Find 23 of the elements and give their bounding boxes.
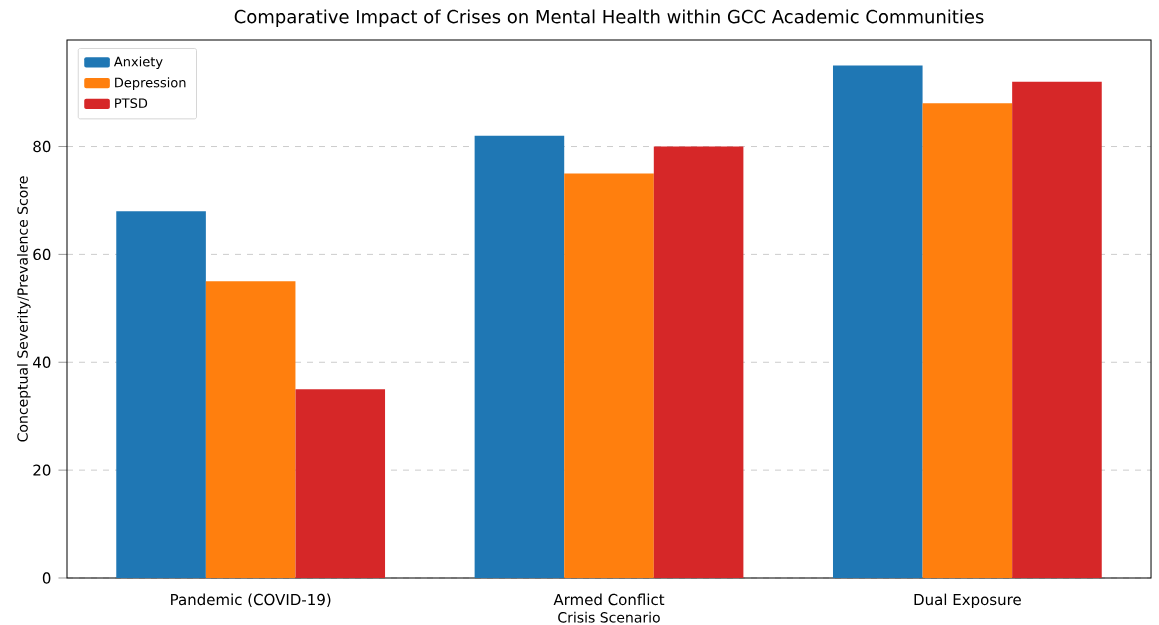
y-tick-label: 0 [42,572,51,584]
bar [116,211,206,578]
x-tick-label: Armed Conflict [553,593,665,606]
bar [832,65,923,578]
y-axis-title: Conceptual Severity/Prevalence Score [17,176,31,442]
legend-label: Depression [115,77,186,90]
legend-label: PTSD [115,98,148,109]
y-tick-label: 60 [33,248,51,261]
chart-title: Comparative Impact of Crises on Mental Health within GCC Academic Communities [234,9,984,27]
bar [474,135,565,578]
legend-label: Anxiety [113,56,163,70]
y-tick-label: 40 [33,356,51,368]
x-axis-title: Crisis Scenario [558,611,660,623]
x-tick-label: Pandemic (COVID-19) [171,593,331,607]
y-tick-label: 80 [33,140,51,153]
bar [205,281,296,578]
x-tick-label: Dual Exposure [914,593,1021,609]
bar [564,173,654,578]
bar [922,103,1013,578]
bar [1012,81,1102,578]
bar [295,389,386,578]
bar [653,146,744,578]
y-tick-label: 20 [33,464,51,476]
